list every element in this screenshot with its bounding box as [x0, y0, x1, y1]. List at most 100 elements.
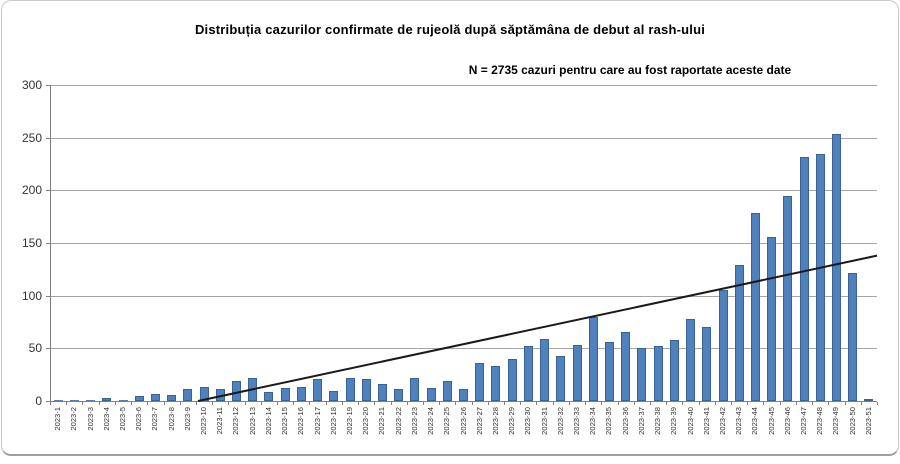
x-axis-tick-label: 2023-10 [199, 407, 209, 435]
x-axis-tick [714, 402, 716, 405]
x-axis-tick-label: 2023-29 [507, 407, 517, 435]
x-axis-tick-label: 2023-12 [231, 407, 241, 435]
x-axis-tick-label: 2023-43 [734, 407, 744, 435]
x-axis-tick-label: 2023-33 [572, 407, 581, 435]
bar-2023-43 [734, 265, 744, 401]
bar-2023-27 [475, 363, 485, 401]
x-axis-tick [763, 402, 765, 405]
x-axis-tick-label: 2023-15 [280, 407, 290, 435]
y-axis-tick [46, 137, 50, 139]
y-axis-tick-label: 250 [21, 130, 42, 145]
bar-2023-16 [296, 387, 306, 401]
x-axis-tick [260, 402, 262, 405]
x-axis-tick-label: 2023-17 [312, 407, 322, 435]
bar-2023-17 [313, 378, 323, 401]
x-axis-tick [277, 402, 279, 405]
x-axis-tick-label: 2023-34 [588, 407, 598, 435]
x-axis-tick [504, 402, 506, 405]
x-axis-tick-label: 2023-41 [701, 407, 711, 435]
bar-2023-6 [134, 395, 144, 401]
bar-2023-33 [572, 345, 582, 401]
x-axis-tick [374, 402, 376, 405]
x-axis-tick [682, 402, 684, 405]
x-axis-tick-label: 2023-28 [490, 407, 500, 435]
x-axis-tick [731, 402, 733, 405]
x-axis-tick [325, 402, 327, 405]
y-axis-tick-label: 300 [21, 78, 42, 92]
bar-2023-11 [215, 389, 225, 401]
x-axis-tick [487, 402, 489, 405]
bar-2023-36 [621, 331, 631, 401]
x-axis-tick [422, 402, 424, 405]
x-axis-tick [195, 402, 197, 405]
x-axis-tick-label: 2023-24 [426, 407, 436, 435]
bar-2023-19 [345, 377, 355, 401]
y-axis-tick-label: 200 [21, 183, 42, 198]
x-axis-tick-label: 2023-4 [101, 407, 111, 431]
bar-2023-21 [377, 384, 387, 401]
x-axis-tick [601, 402, 603, 405]
x-axis-tick [568, 402, 570, 405]
x-axis-tick-label: 2023-45 [766, 407, 776, 435]
y-axis-tick [46, 295, 50, 297]
bar-2023-32 [556, 355, 566, 401]
x-axis-tick-label: 2023-42 [717, 407, 727, 435]
y-axis-tick-label: 50 [28, 341, 42, 356]
y-axis-tick [46, 190, 50, 192]
bar-2023-2 [69, 399, 79, 401]
x-axis-line [50, 401, 877, 402]
chart-note-n-cases: N = 2735 cazuri pentru care au fost rapo… [468, 63, 792, 77]
x-axis-tick-label: 2023-13 [247, 407, 257, 435]
bar-2023-8 [167, 394, 177, 401]
x-axis-tick [455, 402, 457, 405]
x-axis-tick-label: 2023-46 [782, 407, 792, 435]
x-axis-tick-label: 2023-14 [263, 407, 273, 435]
y-axis-tick [46, 243, 50, 244]
bar-2023-35 [604, 342, 614, 401]
x-axis-tick [66, 402, 68, 405]
x-axis-tick [812, 402, 814, 405]
x-axis-tick-label: 2023-8 [166, 407, 176, 431]
x-axis-tick-label: 2023-32 [555, 407, 565, 435]
bar-2023-47 [799, 156, 809, 401]
bar-2023-41 [702, 327, 712, 401]
bar-2023-7 [150, 393, 160, 401]
x-axis-tick [82, 402, 84, 405]
x-axis-tick [98, 402, 100, 405]
x-axis-tick-label: 2023-30 [523, 407, 533, 435]
bar-2023-31 [540, 338, 550, 401]
x-axis-tick-label: 2023-25 [442, 407, 452, 435]
x-axis-tick [860, 402, 862, 405]
x-axis-tick [877, 402, 878, 405]
x-axis-tick [244, 402, 246, 405]
x-axis-tick-label: 2023-1 [53, 407, 63, 431]
y-axis-tick [46, 85, 50, 86]
x-axis-tick [390, 402, 392, 405]
x-axis-tick-label: 2023-40 [685, 407, 695, 435]
x-axis-tick-label: 2023-18 [328, 407, 338, 435]
bar-2023-40 [686, 318, 695, 401]
x-axis-tick-label: 2023-47 [799, 407, 809, 435]
bar-2023-20 [361, 378, 371, 401]
x-axis-tick-label: 2023-50 [847, 407, 857, 435]
x-axis-tick-label: 2023-44 [750, 407, 760, 435]
x-axis-tick-label: 2023-49 [831, 407, 841, 435]
y-axis-tick-label: 0 [35, 394, 42, 408]
bar-2023-42 [718, 290, 728, 401]
x-axis-tick [147, 402, 149, 405]
x-axis-tick-label: 2023-7 [150, 407, 160, 431]
x-axis-tick-label: 2023-36 [620, 407, 630, 435]
gridline [50, 137, 877, 139]
x-axis-tick [406, 402, 408, 405]
x-axis-tick [585, 402, 587, 405]
x-axis-tick-label: 2023-21 [377, 407, 387, 435]
gridline [50, 190, 877, 192]
x-axis-tick [552, 402, 554, 405]
bar-2023-14 [264, 391, 274, 401]
x-axis-tick [439, 402, 441, 405]
x-axis-tick [633, 402, 635, 405]
x-axis-tick-label: 2023-23 [409, 407, 419, 435]
bar-2023-3 [86, 399, 95, 401]
bar-2023-18 [329, 390, 339, 401]
